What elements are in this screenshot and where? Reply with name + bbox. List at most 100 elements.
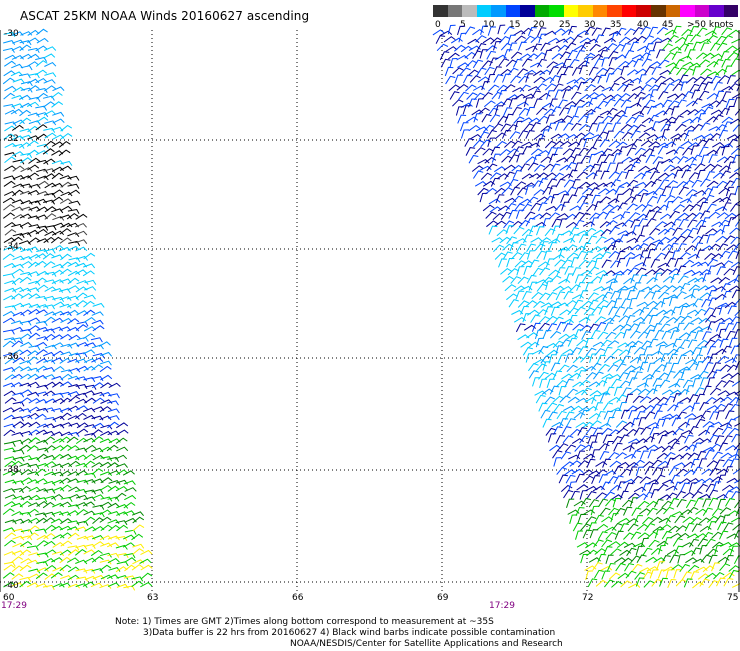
wind-barb [643, 548, 653, 556]
wind-barb [627, 148, 636, 156]
wind-barb [584, 195, 593, 203]
wind-barb [648, 363, 655, 372]
wind-barb [503, 74, 511, 82]
wind-barb [108, 559, 120, 563]
wind-barb [683, 260, 694, 266]
wind-barb [727, 135, 739, 139]
wind-barb [514, 147, 524, 155]
wind-barb [75, 231, 87, 235]
wind-barb [84, 253, 95, 259]
wind-barb [729, 173, 740, 179]
wind-barb [570, 515, 578, 524]
wind-barb [558, 100, 567, 108]
wind-barb [608, 199, 619, 204]
wind-barb [506, 226, 514, 234]
wind-barb [117, 562, 128, 566]
wind-barb [4, 223, 16, 228]
wind-barb [697, 484, 707, 491]
wind-barb [674, 463, 686, 467]
wind-barb [3, 318, 15, 323]
wind-barb [123, 471, 135, 475]
wind-barb [524, 36, 535, 42]
wind-barb [696, 250, 704, 259]
wind-barb [555, 122, 563, 130]
wind-barb [76, 584, 88, 588]
wind-barb [650, 570, 658, 579]
wind-barb [700, 579, 710, 586]
wind-barb [610, 486, 621, 492]
wind-barb [504, 141, 515, 147]
wind-barb [92, 320, 104, 324]
wind-barb [673, 394, 681, 403]
wind-barb [601, 230, 612, 237]
wind-barb [681, 370, 689, 379]
wind-barb [43, 585, 54, 589]
lat-tick-label: -34 [4, 242, 19, 252]
wind-barb [693, 67, 701, 76]
wind-barb [526, 74, 534, 83]
wind-barb [551, 363, 560, 371]
wind-barb [686, 78, 697, 84]
wind-barb [617, 259, 625, 268]
wind-barb [632, 195, 641, 203]
wind-barb [571, 92, 581, 99]
wind-barb [595, 94, 607, 99]
wind-barb [683, 380, 693, 388]
wind-barbs [3, 25, 740, 590]
wind-barb [609, 307, 618, 315]
wind-barb [664, 363, 672, 371]
wind-barb [673, 228, 683, 236]
wind-barb [504, 85, 515, 91]
wind-barb [720, 397, 731, 402]
wind-barb [705, 450, 714, 458]
wind-barb [705, 340, 715, 347]
wind-barb [588, 579, 597, 587]
wind-barb [101, 400, 113, 404]
wind-barb [27, 230, 39, 234]
wind-barb [676, 492, 686, 499]
wind-barb [670, 443, 680, 450]
wind-barb [717, 267, 726, 275]
wind-barb [77, 536, 89, 540]
wind-barb [599, 162, 607, 170]
wind-barb [729, 338, 737, 347]
wind-barb [587, 459, 596, 467]
wind-barb [19, 463, 31, 467]
wind-barb [642, 518, 653, 524]
wind-barb [653, 468, 663, 476]
wind-barb [662, 44, 673, 51]
wind-barb [509, 210, 518, 218]
wind-barb [555, 234, 564, 242]
pass-time-label: 17:29 [489, 601, 515, 611]
wind-barb [632, 139, 642, 146]
wind-barb [621, 67, 629, 76]
wind-barb [648, 308, 658, 315]
wind-barb [670, 555, 679, 563]
wind-barb [606, 131, 614, 140]
wind-barb [562, 427, 571, 435]
wind-barb [626, 394, 634, 403]
wind-barb [451, 38, 462, 43]
wind-barb [728, 218, 736, 227]
wind-barb [537, 227, 545, 235]
wind-barb [441, 59, 450, 67]
wind-barb [535, 244, 546, 251]
wind-barb [61, 541, 72, 546]
wind-barb [534, 99, 542, 107]
wind-barb [590, 354, 598, 363]
wind-barb [43, 254, 54, 260]
wind-barb [582, 388, 592, 395]
wind-barb [722, 261, 733, 267]
wind-barb [458, 115, 466, 123]
wind-barb [628, 584, 640, 588]
wind-barb [621, 410, 629, 419]
wind-barb [703, 499, 711, 507]
wind-barb [3, 274, 14, 278]
wind-barb [701, 123, 711, 130]
wind-barb [527, 107, 535, 115]
wind-barb [554, 29, 565, 34]
wind-barb [680, 306, 688, 315]
wind-barb [710, 468, 720, 475]
wind-barb [511, 52, 522, 58]
wind-barb [21, 439, 32, 444]
